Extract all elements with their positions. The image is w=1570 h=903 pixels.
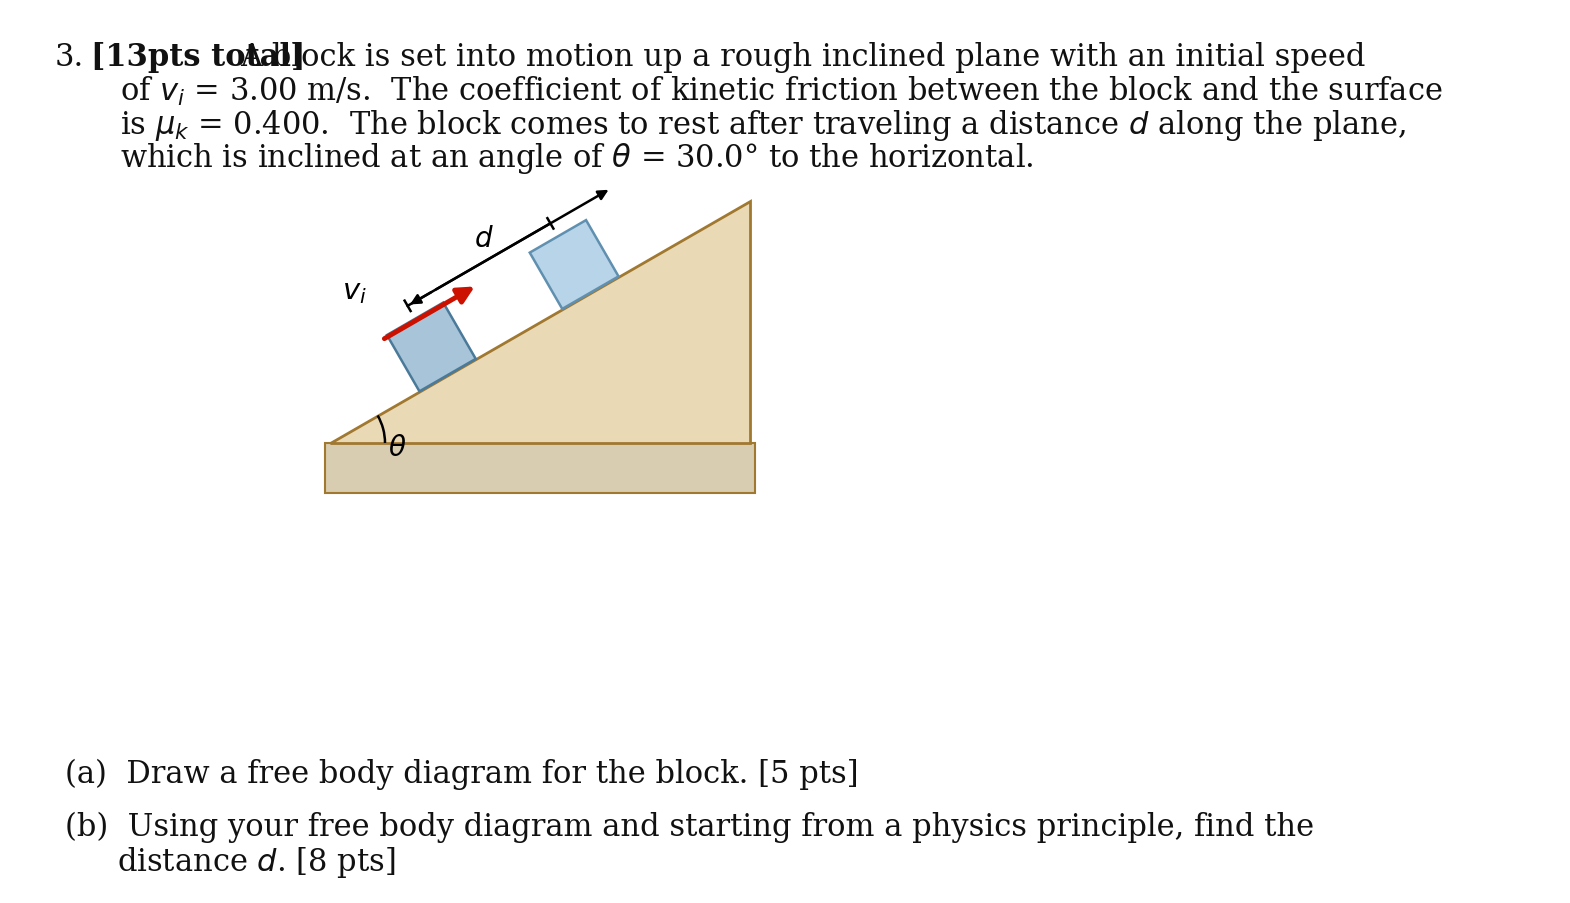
Text: which is inclined at an angle of $\theta$ = 30.0° to the horizontal.: which is inclined at an angle of $\theta… xyxy=(119,141,1033,176)
Text: $v_i$: $v_i$ xyxy=(342,278,367,306)
Polygon shape xyxy=(330,201,750,443)
Text: (b)  Using your free body diagram and starting from a physics principle, find th: (b) Using your free body diagram and sta… xyxy=(64,811,1314,842)
Text: 3.: 3. xyxy=(55,42,85,73)
Text: [13pts total]: [13pts total] xyxy=(91,42,306,73)
Text: A block is set into motion up a rough inclined plane with an initial speed: A block is set into motion up a rough in… xyxy=(240,42,1366,73)
Bar xyxy=(325,443,755,493)
Polygon shape xyxy=(529,221,619,310)
Text: distance $d$. [8 pts]: distance $d$. [8 pts] xyxy=(118,844,396,879)
Text: $\theta$: $\theta$ xyxy=(388,434,407,461)
Text: of $v_i$ = 3.00 m/s.  The coefficient of kinetic friction between the block and : of $v_i$ = 3.00 m/s. The coefficient of … xyxy=(119,75,1443,108)
Polygon shape xyxy=(386,303,476,392)
Text: is $\mu_k$ = 0.400.  The block comes to rest after traveling a distance $d$ alon: is $\mu_k$ = 0.400. The block comes to r… xyxy=(119,107,1407,143)
Text: (a)  Draw a free body diagram for the block. [5 pts]: (a) Draw a free body diagram for the blo… xyxy=(64,759,859,789)
Text: $d$: $d$ xyxy=(474,226,493,252)
